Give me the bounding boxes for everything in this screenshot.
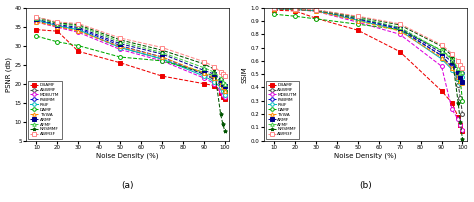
Text: (a): (a) [121,181,134,190]
X-axis label: Noise Density (%): Noise Density (%) [334,153,396,159]
Text: (b): (b) [359,181,372,190]
Legend: DBAMF, ASWMF, MDBUTM, FSBMM, RSIF, DAMF, TVWA, ARMF, AFMF, NRSMMF, AWM3F: DBAMF, ASWMF, MDBUTM, FSBMM, RSIF, DAMF,… [28,81,62,139]
X-axis label: Noise Density (%): Noise Density (%) [96,153,159,159]
Y-axis label: SSIM: SSIM [242,66,248,83]
Legend: DBAMF, ASWMF, MDBUTM, FSBMM, RSIF, DAMF, TVWA, ARMF, AFMF, NRSMMF, AWM3F: DBAMF, ASWMF, MDBUTM, FSBMM, RSIF, DAMF,… [266,81,299,139]
Y-axis label: PSNR (db): PSNR (db) [6,57,12,92]
